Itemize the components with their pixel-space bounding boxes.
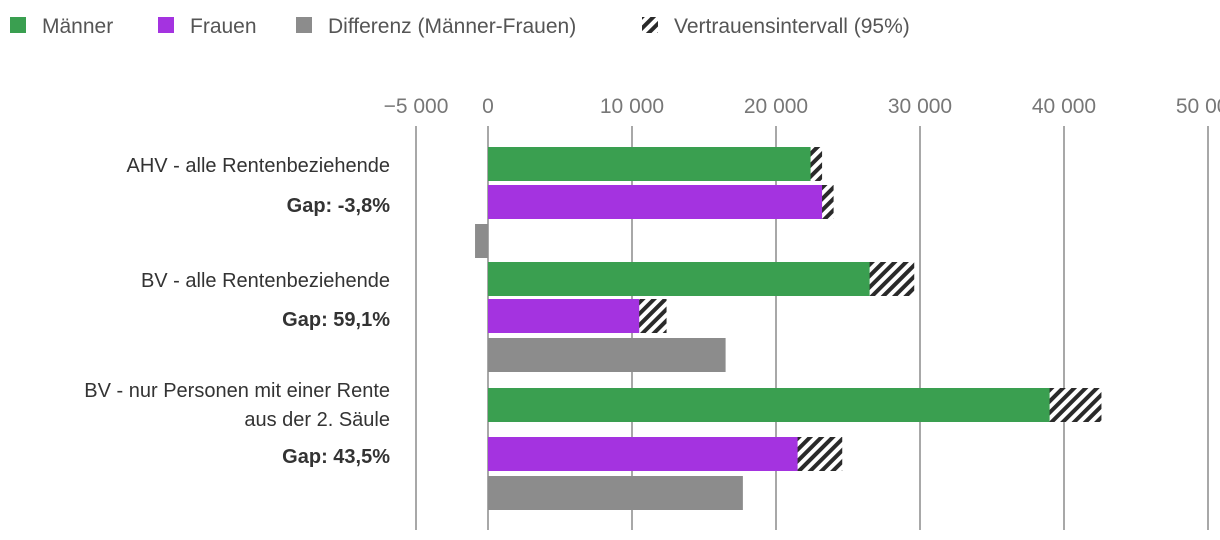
women-bar-ci (639, 299, 667, 333)
men-bar (488, 147, 817, 181)
axis-tick-label: 50 000 (1176, 95, 1220, 118)
men-bar (488, 262, 892, 296)
bars (475, 147, 1102, 510)
women-bar (488, 185, 828, 219)
axis-tick-label: 0 (482, 95, 494, 118)
legend-women-label: Frauen (190, 15, 257, 38)
women-bar-ci (822, 185, 834, 219)
axis-tick-label: 40 000 (1032, 95, 1096, 118)
category-label: AHV - alle Rentenbeziehende (126, 155, 390, 177)
diff-bar (475, 224, 488, 258)
axis-tick-label: 20 000 (744, 95, 808, 118)
legend: Männer Frauen Differenz (Männer-Frauen) … (10, 15, 910, 38)
men-bar-ci (869, 262, 915, 296)
axis-tick-label: 30 000 (888, 95, 952, 118)
gap-label: Gap: 59,1% (282, 309, 390, 331)
men-bar-ci (1049, 388, 1102, 422)
axis-tick-labels: −5 000 0 10 000 20 000 30 000 40 000 50 000 (384, 95, 1220, 118)
legend-ci-label: Vertrauensintervall (95%) (674, 15, 910, 38)
gap-label: Gap: -3,8% (287, 195, 391, 217)
legend-diff-swatch (296, 17, 312, 33)
women-bar-ci (797, 437, 843, 471)
legend-diff-label: Differenz (Männer-Frauen) (328, 15, 576, 38)
diff-bar (488, 476, 743, 510)
legend-women-swatch (158, 17, 174, 33)
legend-ci-swatch (642, 17, 658, 33)
men-bar (488, 388, 1075, 422)
category-label: BV - alle Rentenbeziehende (141, 270, 390, 292)
gap-label: Gap: 43,5% (282, 446, 390, 468)
category-label: aus der 2. Säule (244, 409, 390, 431)
legend-men-label: Männer (42, 15, 113, 38)
diff-bar (488, 338, 726, 372)
men-bar-ci (810, 147, 823, 181)
women-bar (488, 437, 820, 471)
category-label: BV - nur Personen mit einer Rente (84, 380, 390, 402)
women-bar (488, 299, 654, 333)
legend-men-swatch (10, 17, 26, 33)
axis-tick-label: 10 000 (600, 95, 664, 118)
axis-tick-label: −5 000 (384, 95, 449, 118)
category-labels: AHV - alle Rentenbeziehende Gap: -3,8% BV … (84, 155, 390, 468)
